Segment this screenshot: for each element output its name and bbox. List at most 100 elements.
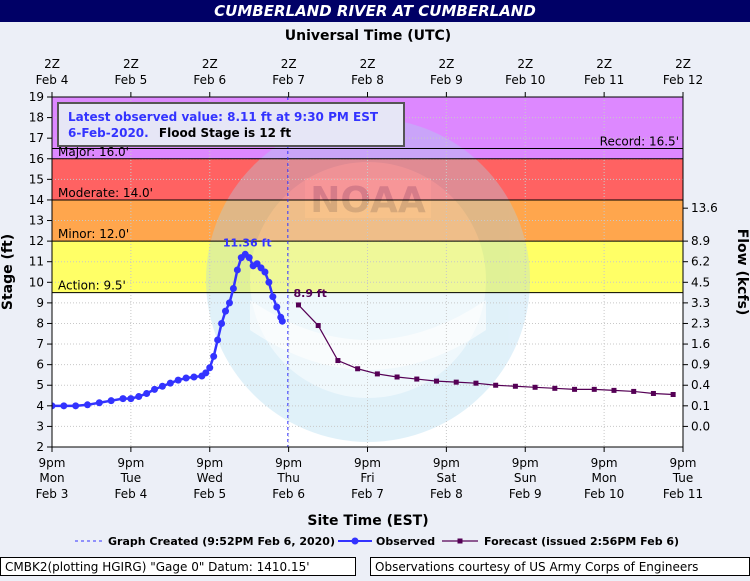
stage-label: Minor: 12.0' — [58, 227, 129, 241]
y-tick-label: 16 — [29, 152, 44, 166]
y-tick-label: 13 — [29, 214, 44, 228]
x-tick-day: Sat — [437, 471, 457, 485]
forecast-point — [631, 388, 637, 394]
observed-point — [190, 373, 198, 381]
y-tick-label: 18 — [29, 111, 44, 125]
noaa-logo-text: NOAA — [310, 180, 426, 221]
stage-label: Action: 9.5' — [58, 279, 126, 293]
y-tick-label: 17 — [29, 131, 44, 145]
flow-tick-label: 2.3 — [691, 316, 710, 330]
observed-point — [166, 379, 174, 387]
forecast-point — [591, 386, 597, 392]
observed-point — [127, 395, 135, 403]
peak-annotation: 11.36 ft — [223, 236, 272, 249]
y-tick-label: 4 — [36, 399, 44, 413]
x-tick-day: Mon — [39, 471, 64, 485]
flow-tick-label: 0.9 — [691, 358, 710, 372]
observed-point — [60, 402, 68, 410]
x-tick-date: Feb 7 — [351, 487, 384, 501]
forecast-point — [650, 390, 656, 396]
y-tick-label: 15 — [29, 172, 44, 186]
top-tick-time: 2Z — [675, 57, 691, 71]
observed-point — [233, 266, 241, 274]
x-tick-day: Wed — [197, 471, 223, 485]
observed-point — [182, 374, 190, 382]
forecast-point — [335, 358, 341, 364]
x-tick-day: Tue — [120, 471, 142, 485]
datum-info: CMBK2(plotting HGIRG) "Gage 0" Datum: 14… — [0, 557, 356, 576]
observed-point — [214, 336, 222, 344]
top-tick-time: 2Z — [281, 57, 297, 71]
top-tick-date: Feb 10 — [505, 73, 545, 87]
top-tick-time: 2Z — [44, 57, 60, 71]
y-axis-label: Stage (ft) — [0, 234, 16, 310]
observed-point — [135, 393, 143, 401]
x-tick-date: Feb 5 — [193, 487, 226, 501]
x-tick-time: 9pm — [275, 456, 302, 470]
top-tick-date: Feb 4 — [36, 73, 69, 87]
peak-annotation: 8.9 ft — [293, 287, 326, 300]
y-tick-label: 12 — [29, 234, 44, 248]
top-tick-date: Feb 8 — [351, 73, 384, 87]
latest-value-box: Latest observed value: 8.11 ft at 9:30 P… — [57, 102, 405, 147]
top-tick-time: 2Z — [202, 57, 218, 71]
observed-point — [225, 299, 233, 307]
forecast-point — [355, 366, 361, 372]
flow-tick-label: 0.0 — [691, 419, 710, 433]
observed-point — [83, 401, 91, 409]
forecast-point — [512, 383, 518, 389]
flood-stage-note: Flood Stage is 12 ft — [159, 126, 291, 140]
legend: Graph Created (9:52PM Feb 6, 2020) Observ… — [75, 535, 679, 548]
forecast-point — [374, 371, 380, 377]
observed-point — [273, 303, 281, 311]
x-tick-date: Feb 10 — [584, 487, 624, 501]
stage-label: Major: 16.0' — [58, 145, 129, 159]
forecast-point — [552, 385, 558, 391]
x-tick-day: Sun — [514, 471, 537, 485]
y-tick-label: 9 — [36, 296, 44, 310]
x-tick-date: Feb 3 — [36, 487, 69, 501]
x-tick-date: Feb 9 — [509, 487, 542, 501]
x-tick-day: Thu — [276, 471, 300, 485]
y-tick-label: 3 — [36, 419, 44, 433]
forecast-point — [572, 386, 578, 392]
forecast-line — [298, 304, 674, 396]
y-tick-label: 5 — [36, 378, 44, 392]
forecast-point — [295, 302, 301, 308]
latest-value-line1: Latest observed value: 8.11 ft at 9:30 P… — [68, 110, 379, 124]
observed-point — [119, 395, 127, 403]
observed-point — [143, 389, 151, 397]
forecast-point — [315, 323, 321, 329]
x-tick-time: 9pm — [670, 456, 697, 470]
forecast-point — [453, 379, 459, 385]
legend-label: Forecast (issued 2:56PM Feb 6) — [484, 535, 679, 548]
y-tick-label: 19 — [29, 90, 44, 104]
top-tick-time: 2Z — [360, 57, 376, 71]
stage-label: Record: 16.5' — [600, 134, 679, 148]
top-tick-time: 2Z — [123, 57, 139, 71]
observed-point — [72, 402, 80, 410]
legend-label: Graph Created (9:52PM Feb 6, 2020) — [108, 535, 335, 548]
top-tick-date: Feb 6 — [193, 73, 226, 87]
band-action — [52, 241, 683, 293]
title-bar — [0, 0, 750, 22]
forecast-point — [532, 384, 538, 390]
x-tick-date: Feb 4 — [115, 487, 148, 501]
observed-point — [245, 254, 253, 262]
observed-point — [95, 399, 103, 407]
flow-tick-label: 8.9 — [691, 234, 710, 248]
latest-value-date: 6-Feb-2020. — [68, 126, 149, 140]
y-tick-label: 11 — [29, 255, 44, 269]
observed-point — [278, 317, 286, 325]
forecast-point — [473, 380, 479, 386]
x-tick-day: Tue — [672, 471, 694, 485]
flow-tick-label: 6.2 — [691, 255, 710, 269]
top-tick-date: Feb 7 — [272, 73, 305, 87]
observed-point — [52, 402, 56, 410]
observed-point — [158, 382, 166, 390]
annotations: 11.36 ft 8.9 ft — [223, 236, 327, 300]
top-tick-time: 2Z — [596, 57, 612, 71]
x-tick-date: Feb 6 — [272, 487, 305, 501]
stage-label: Moderate: 14.0' — [58, 186, 153, 200]
legend-marker-observed — [351, 537, 359, 545]
